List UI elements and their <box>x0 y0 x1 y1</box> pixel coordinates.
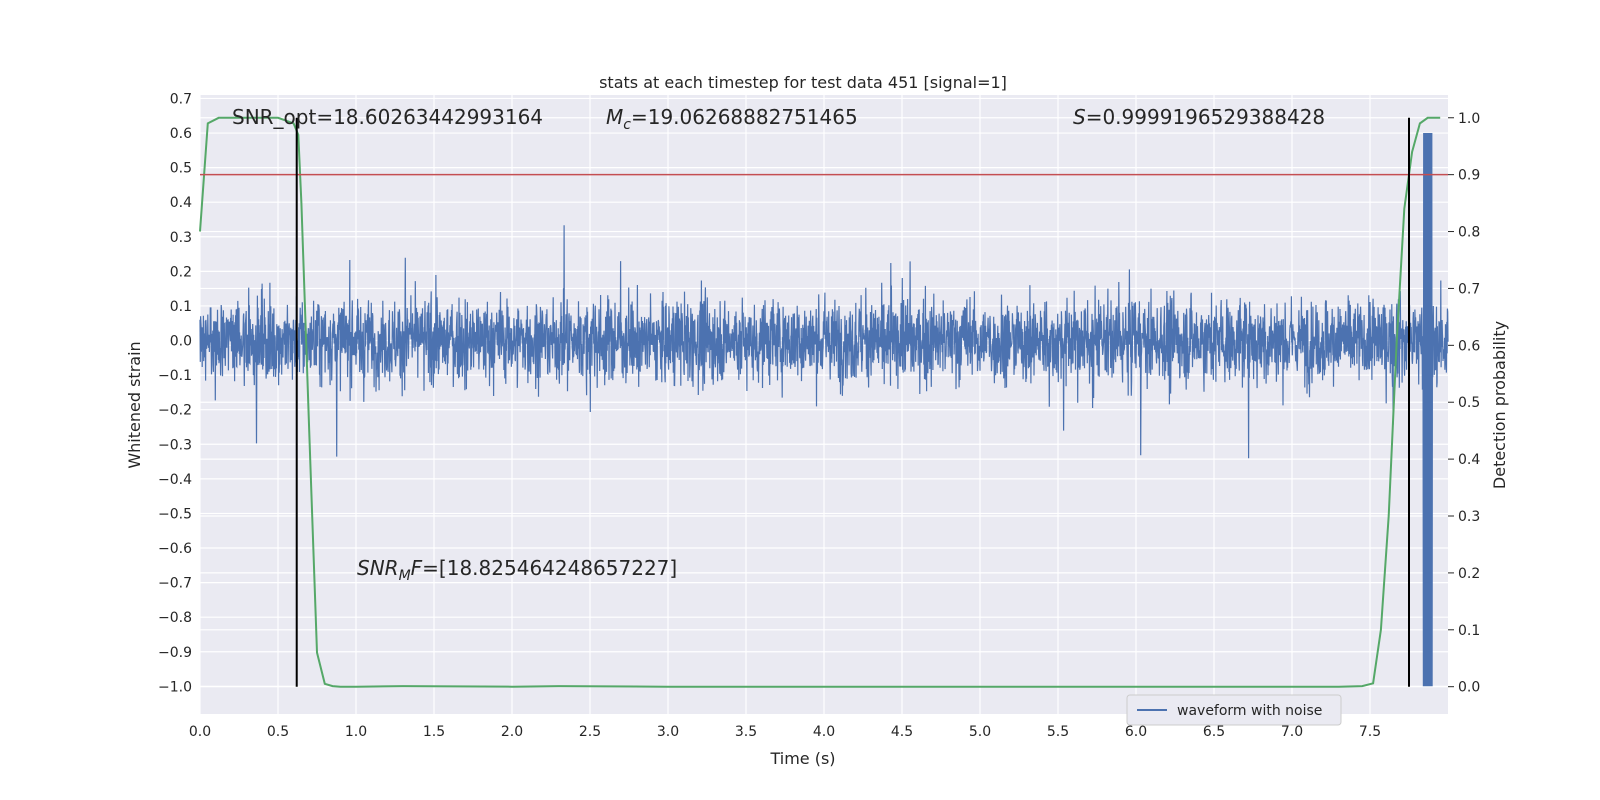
probability-line <box>199 116 1441 688</box>
snr-mf-subscript: M <box>399 568 411 584</box>
x-tick-label: 5.0 <box>969 724 991 740</box>
detection-probability-series <box>199 116 1441 688</box>
snr-mf-f: F <box>411 556 423 580</box>
x-tick-label: 0.0 <box>189 724 211 740</box>
x-tick-label: 7.0 <box>1281 724 1303 740</box>
y-tick-label: −0.6 <box>158 541 192 557</box>
y-axis-label: Whitened strain <box>125 341 144 468</box>
x-tick-label: 1.0 <box>345 724 367 740</box>
x-axis-label: Time (s) <box>769 749 835 768</box>
y2-tick-label: 0.4 <box>1458 452 1480 468</box>
y2-tick-label: 1.0 <box>1458 111 1480 127</box>
y-tick-label: −0.5 <box>158 506 192 522</box>
y2-tick-label: 0.8 <box>1458 225 1480 241</box>
x-tick-label: 3.0 <box>657 724 679 740</box>
y-tick-label: 0.5 <box>170 161 192 177</box>
x-tick-label: 0.5 <box>267 724 289 740</box>
chirp-mass-value: =19.06268882751465 <box>631 105 858 129</box>
y2-tick-label: 0.3 <box>1458 509 1480 525</box>
legend-label-waveform: waveform with noise <box>1177 703 1322 719</box>
y-tick-label: −0.2 <box>158 403 192 419</box>
y2-axis-label: Detection probability <box>1490 321 1509 489</box>
y-tick-label: 0.4 <box>170 195 192 211</box>
y2-tick-label: 0.6 <box>1458 338 1480 354</box>
y-tick-label: −0.3 <box>158 437 192 453</box>
x-tick-label: 6.0 <box>1125 724 1147 740</box>
snr-mf-annotation: SNRMF=[18.825464248657227] <box>357 556 677 584</box>
y-tick-label: −1.0 <box>158 679 192 695</box>
y2-tick-label: 0.5 <box>1458 395 1480 411</box>
x-tick-label: 7.5 <box>1359 724 1381 740</box>
y-tick-label: 0.0 <box>170 334 192 350</box>
chirp-mass-annotation: Mc=19.06268882751465 <box>606 105 858 133</box>
legend: waveform with noise <box>1126 694 1342 726</box>
x-tick-label: 2.5 <box>579 724 601 740</box>
s-annotation: S=0.9999196529388428 <box>1073 105 1325 129</box>
y-tick-label: −0.8 <box>158 610 192 626</box>
y-tick-label: 0.3 <box>170 230 192 246</box>
chart-title: stats at each timestep for test data 451… <box>599 73 1007 92</box>
y-tick-label: −0.4 <box>158 472 192 488</box>
y-tick-label: 0.1 <box>170 299 192 315</box>
y2-tick-label: 0.7 <box>1458 281 1480 297</box>
y2-tick-label: 0.0 <box>1458 680 1480 696</box>
waveform-series <box>199 132 1449 687</box>
chirp-mass-symbol: M <box>606 105 623 129</box>
y-tick-label: 0.2 <box>170 264 192 280</box>
x-tick-label: 4.5 <box>891 724 913 740</box>
chirp-mass-subscript: c <box>623 117 631 133</box>
s-value: =0.9999196529388428 <box>1086 105 1325 129</box>
y2-tick-label: 0.1 <box>1458 623 1480 639</box>
axis-ticks: 0.0 0.5 1.0 1.5 2.0 2.5 3.0 3.5 4.0 4.5 5.0 5.5 6.0 6… <box>158 91 1480 740</box>
s-symbol: S <box>1073 105 1086 129</box>
x-tick-label: 5.5 <box>1047 724 1069 740</box>
x-tick-label: 4.0 <box>813 724 835 740</box>
y2-tick-label: 0.2 <box>1458 566 1480 582</box>
y-tick-label: 0.7 <box>170 91 192 107</box>
x-tick-label: 6.5 <box>1203 724 1225 740</box>
x-tick-label: 1.5 <box>423 724 445 740</box>
snr-opt-annotation: SNR_opt=18.60263442993164 <box>232 105 543 129</box>
y-tick-label: −0.9 <box>158 645 192 661</box>
x-tick-label: 2.0 <box>501 724 523 740</box>
snr-mf-value: =[18.825464248657227] <box>422 556 677 580</box>
y-tick-label: −0.1 <box>158 368 192 384</box>
y2-tick-label: 0.9 <box>1458 168 1480 184</box>
x-tick-label: 3.5 <box>735 724 757 740</box>
snr-mf-symbol: SNR <box>357 556 399 580</box>
waveform-line <box>199 132 1449 687</box>
y-tick-label: −0.7 <box>158 576 192 592</box>
overlay-lines <box>200 117 1448 687</box>
legend-box <box>1126 694 1342 726</box>
y-tick-label: 0.6 <box>170 126 192 142</box>
